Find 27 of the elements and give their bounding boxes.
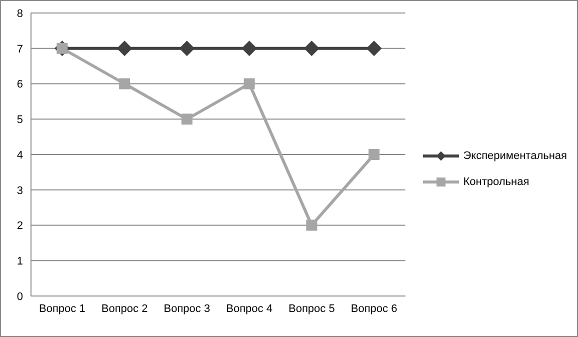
x-tick-label: Вопрос 1 (39, 302, 86, 315)
point (181, 114, 192, 125)
y-tick-label: 4 (16, 149, 23, 162)
legend-label: Экспериментальная (463, 150, 567, 162)
x-tick-label: Вопрос 6 (350, 302, 398, 315)
point (244, 78, 255, 90)
y-tick-label: 0 (16, 290, 23, 303)
x-tick-label: Вопрос 4 (226, 302, 272, 315)
point (366, 40, 382, 56)
point (306, 220, 318, 231)
point (119, 78, 130, 90)
point (117, 40, 132, 56)
y-tick-label: 7 (16, 43, 23, 56)
point (368, 149, 380, 160)
y-tick-label: 3 (16, 184, 23, 197)
y-tick-label: 8 (16, 8, 23, 20)
y-tick-label: 1 (16, 256, 23, 268)
x-tick-label: Вопрос 5 (288, 302, 335, 315)
point (242, 40, 257, 56)
point (304, 40, 320, 56)
y-tick-label: 5 (16, 114, 23, 126)
legend-label: Контрольная (463, 176, 530, 188)
x-tick-label: Вопрос 3 (164, 302, 210, 315)
point (179, 40, 194, 56)
x-tick-label: Вопрос 2 (101, 302, 148, 315)
y-tick-label: 6 (16, 78, 23, 91)
y-tick-label: 2 (16, 220, 23, 232)
